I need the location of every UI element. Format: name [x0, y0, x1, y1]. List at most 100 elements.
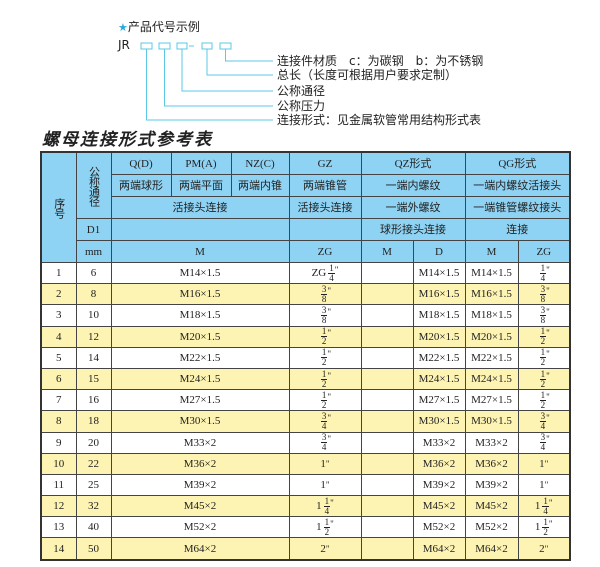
cell-m: M52×2 [110, 516, 290, 539]
legend-material: 连接件材质 c：为碳钢 b：为不锈钢 [277, 54, 484, 68]
cell-seq: 4 [40, 325, 77, 348]
cell-qz-d: M22×1.5 [412, 346, 466, 369]
numerator: 3 [539, 432, 547, 444]
cell-qz-d: M33×2 [412, 431, 466, 454]
legend-length: 总长（长度可根据用户要求定制） [277, 68, 458, 82]
whole-part: 2 [539, 542, 545, 555]
header-m: M [110, 240, 290, 263]
cell-d1: 12 [75, 325, 112, 348]
table-row: 5 14 M22×1.5 1 2 " M22×1.5 M22×1.5 1 2 " [40, 346, 571, 369]
cell-zg: 1 2 " [288, 367, 362, 391]
code-box-2 [158, 42, 171, 50]
cell-m: M22×1.5 [110, 346, 290, 369]
header-qg-desc: 一端内螺纹活接头 [464, 174, 571, 197]
cell-qz-d: M30×1.5 [412, 410, 466, 433]
cell-qz-d: M45×2 [412, 495, 466, 518]
cell-d1: 14 [75, 346, 112, 369]
denominator: 4 [540, 272, 546, 283]
inch-mark: " [327, 285, 332, 296]
table-row: 12 32 M45×2 1 1 4 " M45×2 M45×2 1 1 4 " [40, 495, 571, 518]
cell-m: M20×1.5 [110, 325, 290, 348]
code-box-3 [176, 42, 188, 50]
legend-connection-type: 连接形式：见金属软管常用结构形式表 [277, 113, 482, 127]
header-blank [110, 218, 290, 241]
cell-m: M27×1.5 [110, 389, 290, 412]
table-row: 3 10 M18×1.5 3 8 " M18×1.5 M18×1.5 3 8 " [40, 304, 571, 327]
numerator: 1 [323, 516, 331, 528]
cell-qg-m: M52×2 [464, 516, 519, 539]
leader-line-4 [164, 49, 273, 107]
cell-qz-d: M16×1.5 [412, 283, 466, 306]
header-nominal: 公称通径 [75, 151, 112, 219]
cell-d1: 8 [75, 283, 112, 306]
whole-part: 1 [539, 478, 545, 491]
table-row: 4 12 M20×1.5 1 2 " M20×1.5 M20×1.5 1 2 " [40, 325, 571, 348]
inch-mark: " [544, 543, 549, 554]
denominator: 2 [324, 526, 330, 537]
denominator: 4 [321, 420, 327, 431]
cell-m: M45×2 [110, 495, 290, 518]
leader-line-1 [225, 49, 273, 62]
cell-qg-zg: 1 1 4 " [517, 495, 571, 518]
table-row: 10 22 M36×2 1" M36×2 M36×2 1" [40, 452, 571, 475]
header-qg-conn: 一端锥管螺纹接头 [464, 196, 571, 219]
inch-mark: " [327, 370, 332, 381]
inch-mark: " [325, 479, 330, 490]
cell-qg-zg: 1 1 2 " [517, 516, 571, 539]
cell-m: M16×1.5 [110, 283, 290, 306]
cell-qz-d: M36×2 [412, 452, 466, 475]
leader-line-2 [206, 49, 273, 76]
nut-connection-table: 序号 公称通径 Q(D) PM(A) NZ(C) GZ QZ形式 QG形式 两端… [40, 151, 572, 561]
inch-mark: " [548, 518, 553, 529]
cell-qg-zg: 1 2 " [517, 325, 571, 348]
table-row: 14 50 M64×2 2" M64×2 M64×2 2" [40, 537, 571, 561]
cell-m: M30×1.5 [110, 410, 290, 433]
table-row: 2 8 M16×1.5 3 8 " M16×1.5 M16×1.5 3 8 " [40, 283, 571, 306]
header-qz-d: D [412, 240, 466, 263]
numerator: 1 [539, 347, 547, 359]
numerator: 1 [320, 368, 328, 380]
numerator: 1 [323, 495, 331, 507]
denominator: 2 [321, 378, 327, 389]
cell-d1: 6 [75, 261, 112, 285]
cell-seq: 7 [40, 389, 77, 412]
denominator: 2 [543, 526, 548, 537]
inch-mark: " [327, 349, 332, 360]
inch-mark: " [325, 543, 330, 554]
inch-mark: " [546, 306, 550, 317]
inch-mark: " [546, 391, 550, 402]
cell-zg: 1 2 " [288, 346, 362, 369]
inch-mark: " [327, 306, 332, 317]
cell-m: M36×2 [110, 452, 290, 475]
cell-zg: 3 4 " [288, 431, 362, 454]
cell-qz-m [360, 495, 414, 518]
code-box-5 [219, 42, 232, 50]
whole-part: 2 [320, 542, 326, 555]
numerator: 1 [328, 262, 335, 274]
numerator: 3 [539, 410, 547, 422]
cell-d1: 22 [75, 452, 112, 475]
cell-qz-m [360, 537, 414, 561]
numerator: 3 [539, 283, 547, 295]
cell-qz-m [360, 325, 414, 348]
numerator: 1 [539, 389, 547, 401]
whole-part: 1 [320, 457, 326, 470]
cell-qz-d: M14×1.5 [412, 261, 466, 285]
cell-seq: 10 [40, 452, 77, 475]
inch-mark: " [330, 497, 334, 508]
cell-zg: 1 1 2 " [288, 516, 362, 539]
header-gz: GZ [288, 151, 362, 175]
cell-zg: 2" [288, 537, 362, 561]
cell-qg-m: M20×1.5 [464, 325, 519, 348]
cell-qz-d: M64×2 [412, 537, 466, 561]
header-qz: QZ形式 [360, 151, 466, 175]
header-blank-gz [288, 218, 362, 241]
inch-mark: " [546, 349, 550, 360]
numerator: 1 [542, 495, 549, 507]
